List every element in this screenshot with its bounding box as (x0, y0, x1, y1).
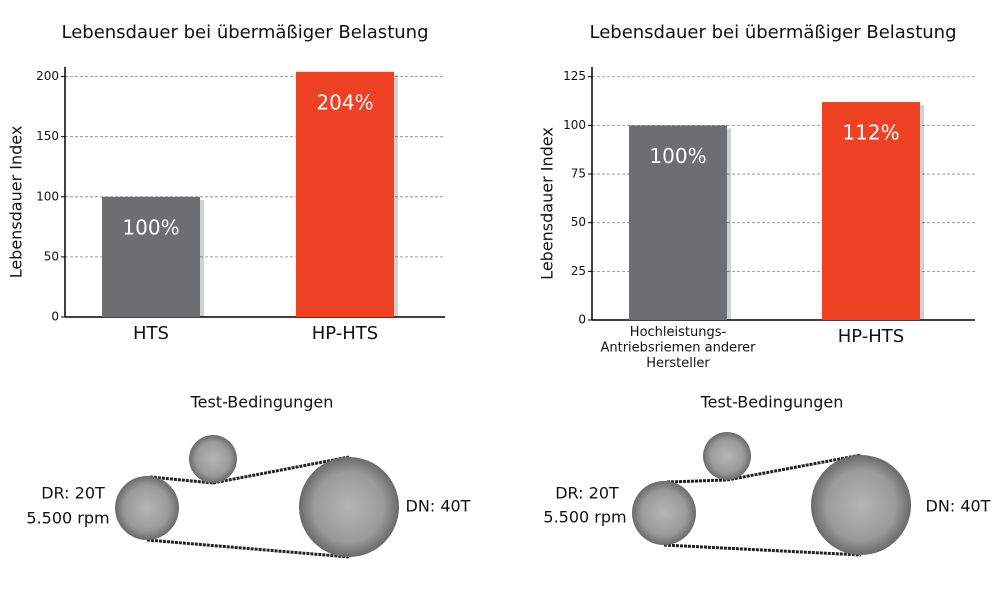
driver-label: DR: 20T (555, 484, 619, 503)
bar (822, 102, 920, 321)
y-tick-label: 25 (571, 264, 586, 278)
pulley (115, 476, 179, 540)
belt (663, 543, 862, 557)
x-tick-label: HP-HTS (838, 326, 904, 347)
chart-title: Lebensdauer bei übermäßiger Belastung (61, 22, 428, 43)
value-label: 112% (842, 121, 899, 145)
value-label: 204% (316, 90, 373, 114)
bar (296, 71, 394, 317)
belt (146, 538, 350, 559)
belt (666, 478, 728, 484)
y-axis-label: Lebensdauer Index (538, 127, 557, 280)
value-label: 100% (122, 215, 179, 239)
driven-label: DN: 40T (406, 497, 471, 516)
chart-title: Lebensdauer bei übermäßiger Belastung (589, 22, 956, 43)
diagram: Test-Bedingungen DR: 20T 5.500 rpm DN: 4… (543, 393, 991, 557)
y-axis-label: Lebensdauer Index (7, 126, 26, 279)
pulley (189, 435, 237, 483)
y-tick-label: 0 (51, 310, 59, 324)
x-tick-label: HP-HTS (312, 323, 378, 344)
x-tick-label: Hochleistungs-Antriebsriemen anderer Hers… (600, 325, 756, 371)
y-tick-label: 150 (36, 129, 59, 143)
belt (212, 455, 350, 485)
pulley (811, 455, 911, 555)
pulley (299, 457, 399, 557)
bar (629, 125, 727, 320)
driver-label: DR: 20T (41, 484, 105, 503)
y-tick-label: 100 (36, 189, 59, 203)
diagram-title: Test-Bedingungen (700, 393, 844, 412)
belt (149, 475, 214, 485)
y-tick-label: 50 (571, 215, 586, 229)
driver-label: 5.500 rpm (26, 509, 109, 528)
diagram: Test-Bedingungen DR: 20T 5.500 rpm DN: 4… (26, 393, 471, 559)
driven-label: DN: 40T (926, 497, 991, 516)
y-tick-label: 50 (44, 249, 59, 263)
y-tick-label: 200 (36, 69, 59, 83)
belt (726, 453, 862, 482)
y-tick-label: 0 (578, 313, 586, 327)
y-tick-label: 125 (563, 69, 586, 83)
y-tick-label: 100 (563, 118, 586, 132)
pulley (703, 432, 751, 480)
diagram-title: Test-Bedingungen (190, 393, 334, 412)
bar (102, 196, 200, 317)
pulley (632, 481, 696, 545)
y-tick-label: 75 (571, 167, 586, 181)
driver-label: 5.500 rpm (543, 508, 626, 527)
value-label: 100% (649, 144, 706, 168)
x-tick-label: HTS (133, 323, 169, 344)
